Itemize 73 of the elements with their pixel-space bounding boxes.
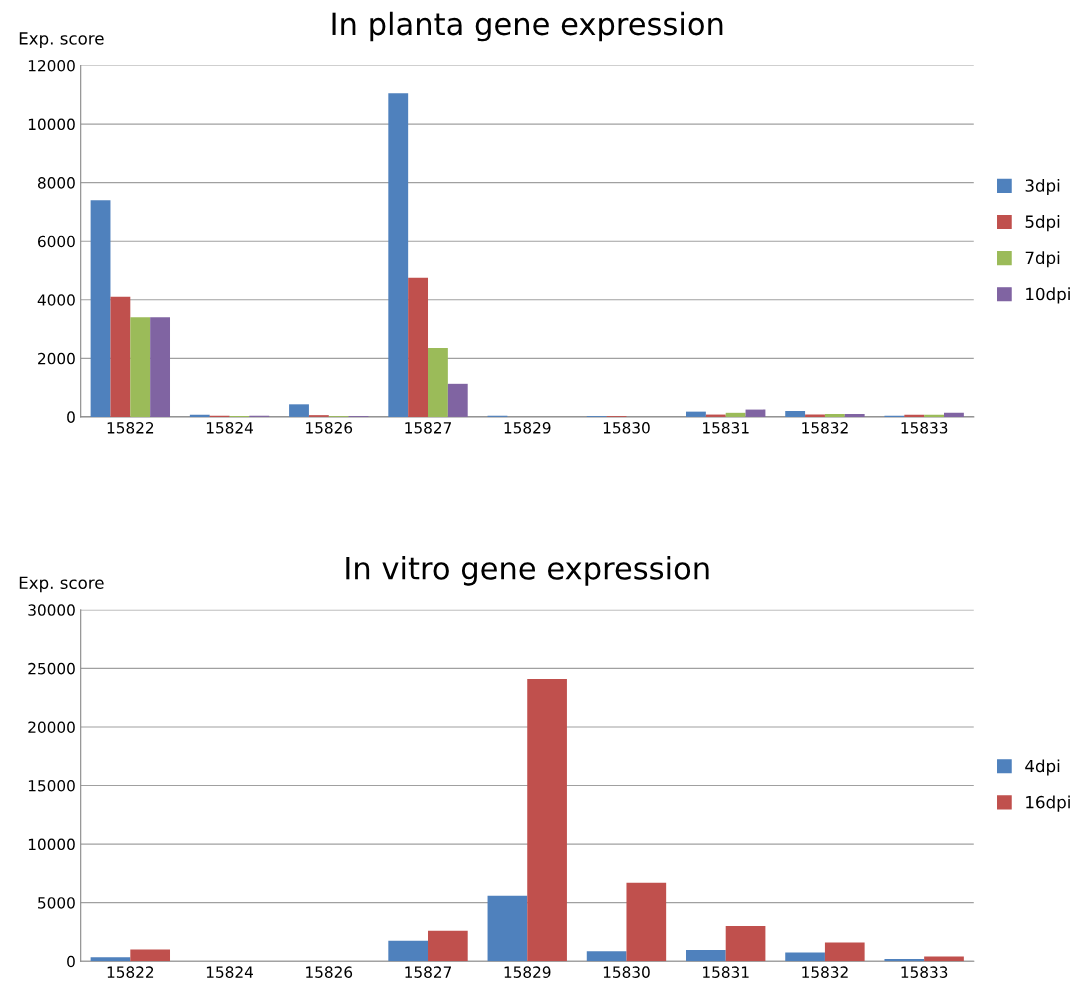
bar <box>586 951 627 962</box>
x-tick-label: 15826 <box>306 966 353 978</box>
legend-label: 7dpi <box>1025 251 1060 268</box>
bar <box>189 414 210 417</box>
x-tick-label: 15827 <box>405 422 451 434</box>
y-tick-label: 10000 <box>28 118 75 131</box>
y-tick-label: 0 <box>67 955 75 968</box>
x-tick-label: 15826 <box>306 422 353 434</box>
legend-label: 3dpi <box>1025 178 1060 196</box>
x-tick-label: 15830 <box>603 422 650 434</box>
bar <box>428 348 448 417</box>
y-tick-label: 20000 <box>28 721 75 733</box>
legend-label: 4dpi <box>1025 759 1060 776</box>
x-tick-label: 15824 <box>206 422 253 434</box>
bar <box>487 895 528 962</box>
bar <box>924 414 945 417</box>
bar <box>90 200 111 417</box>
x-tick-label: 15833 <box>901 422 948 434</box>
legend-label: 5dpi <box>1025 215 1060 232</box>
x-tick-label: 15827 <box>405 966 451 978</box>
bar <box>110 296 131 417</box>
bar <box>725 412 746 417</box>
y-tick-label: 12000 <box>28 59 75 72</box>
y-axis-title: Exp. score <box>19 32 104 48</box>
x-tick-label: 15822 <box>107 966 154 978</box>
bar <box>447 383 468 417</box>
legend-label: 10dpi <box>1026 287 1070 304</box>
y-tick-label: 10000 <box>28 838 75 851</box>
y-tick-label: 4000 <box>37 294 75 306</box>
y-tick-label: 6000 <box>38 235 75 248</box>
bar <box>785 411 806 417</box>
x-tick-label: 15832 <box>802 966 848 978</box>
y-tick-label: 15000 <box>28 780 75 792</box>
y-tick-label: 8000 <box>37 177 75 189</box>
legend-label: 16dpi <box>1026 795 1070 812</box>
bar <box>944 412 964 417</box>
x-tick-label: 15831 <box>703 966 749 978</box>
bar <box>725 926 766 962</box>
bar <box>686 411 706 417</box>
x-tick-label: 15829 <box>504 422 551 434</box>
bar <box>150 317 171 417</box>
bar <box>90 957 131 962</box>
bar <box>428 930 468 962</box>
x-tick-label: 15829 <box>504 966 551 978</box>
bar <box>904 414 925 417</box>
bar <box>527 678 567 962</box>
bar <box>824 413 845 417</box>
bar <box>289 404 309 417</box>
bar <box>824 942 865 962</box>
bar <box>130 317 151 417</box>
bar <box>745 409 766 417</box>
bar <box>388 93 409 417</box>
bar <box>626 882 667 962</box>
y-tick-label: 2000 <box>38 352 75 365</box>
y-tick-label: 0 <box>67 411 75 423</box>
bar <box>686 950 726 962</box>
bar <box>785 952 825 962</box>
x-tick-label: 15824 <box>206 966 253 978</box>
bar <box>388 940 429 962</box>
x-tick-label: 15832 <box>802 422 848 434</box>
y-tick-label: 25000 <box>28 662 75 675</box>
bar <box>408 277 429 417</box>
y-tick-label: 5000 <box>38 897 75 909</box>
y-tick-label: 30000 <box>28 604 75 616</box>
x-tick-label: 15830 <box>603 966 650 978</box>
x-tick-label: 15833 <box>901 966 948 978</box>
x-tick-label: 15831 <box>703 422 749 434</box>
bar <box>844 413 865 417</box>
chart-title: In vitro gene expression <box>346 556 709 586</box>
chart-title: In planta gene expression <box>332 11 723 42</box>
y-axis-title: Exp. score <box>19 576 104 593</box>
x-tick-label: 15822 <box>107 422 154 434</box>
bar <box>130 949 171 962</box>
